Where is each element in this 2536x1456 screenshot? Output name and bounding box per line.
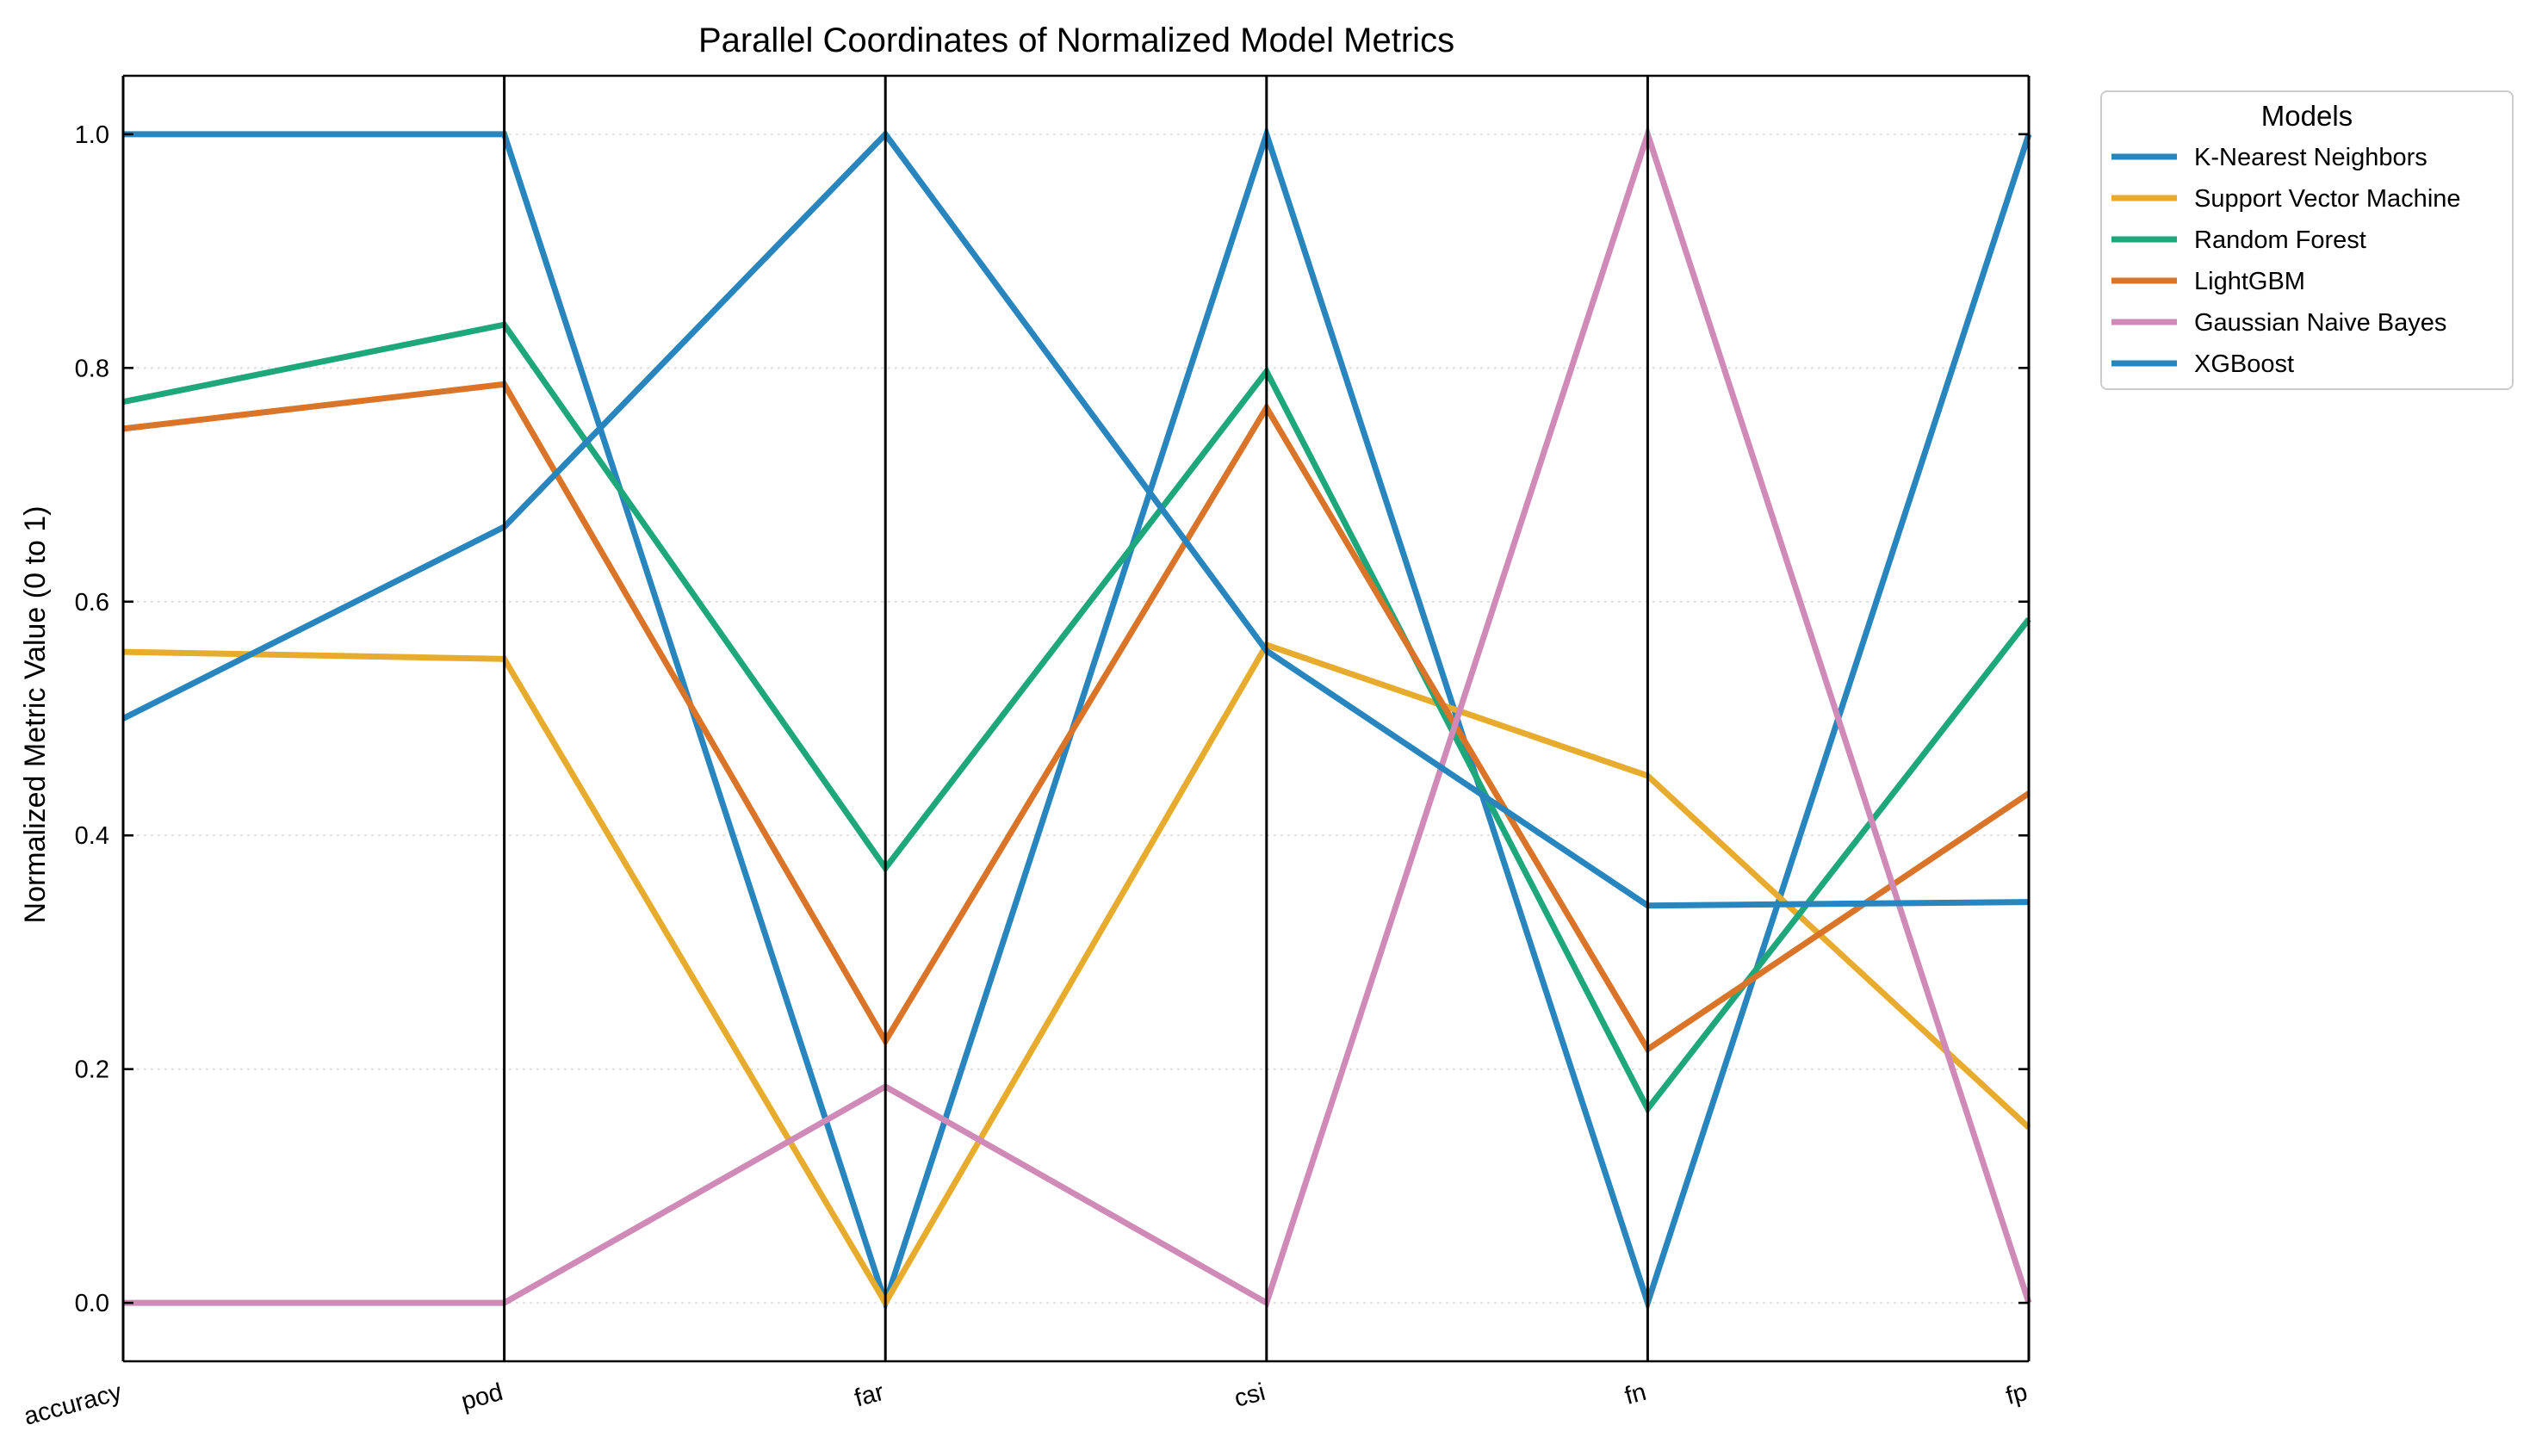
series-line-0 (123, 124, 2032, 1313)
ytick-label-1: 0.2 (75, 1056, 109, 1084)
y-axis-label: Normalized Metric Value (0 to 1) (19, 506, 52, 924)
legend-label-5: XGBoost (2194, 350, 2294, 378)
legend-label-0: K-Nearest Neighbors (2194, 144, 2427, 171)
series-line-3 (122, 381, 2031, 1054)
legend-frame (2100, 90, 2514, 390)
y-ticks: 0.0 0.2 0.4 0.6 0.8 1.0 (75, 121, 2029, 1317)
legend-label-1: Support Vector Machine (2194, 185, 2461, 213)
axes (121, 74, 2031, 1363)
legend: Models K-Nearest Neighbors Support Vector… (2100, 90, 2514, 390)
ytick-label-5: 1.0 (75, 121, 109, 149)
series-line-5 (121, 129, 2030, 909)
series-line-1 (122, 641, 2031, 1310)
series-line-4 (123, 124, 2032, 1308)
ytick-label-0: 0.0 (75, 1290, 109, 1317)
ytick-label-2: 0.4 (75, 822, 109, 850)
legend-label-2: Random Forest (2194, 226, 2366, 254)
ytick-label-4: 0.8 (75, 355, 109, 382)
legend-label-3: LightGBM (2194, 268, 2305, 295)
legend-entries: K-Nearest Neighbors Support Vector Machin… (2111, 144, 2461, 378)
ytick-label-3: 0.6 (75, 589, 109, 616)
legend-label-4: Gaussian Naive Bayes (2194, 309, 2446, 337)
legend-title: Models (2261, 100, 2353, 132)
chart-title: Parallel Coordinates of Normalized Model… (698, 22, 1454, 59)
series-line-2 (122, 321, 2031, 1115)
series-lines (121, 124, 2032, 1313)
